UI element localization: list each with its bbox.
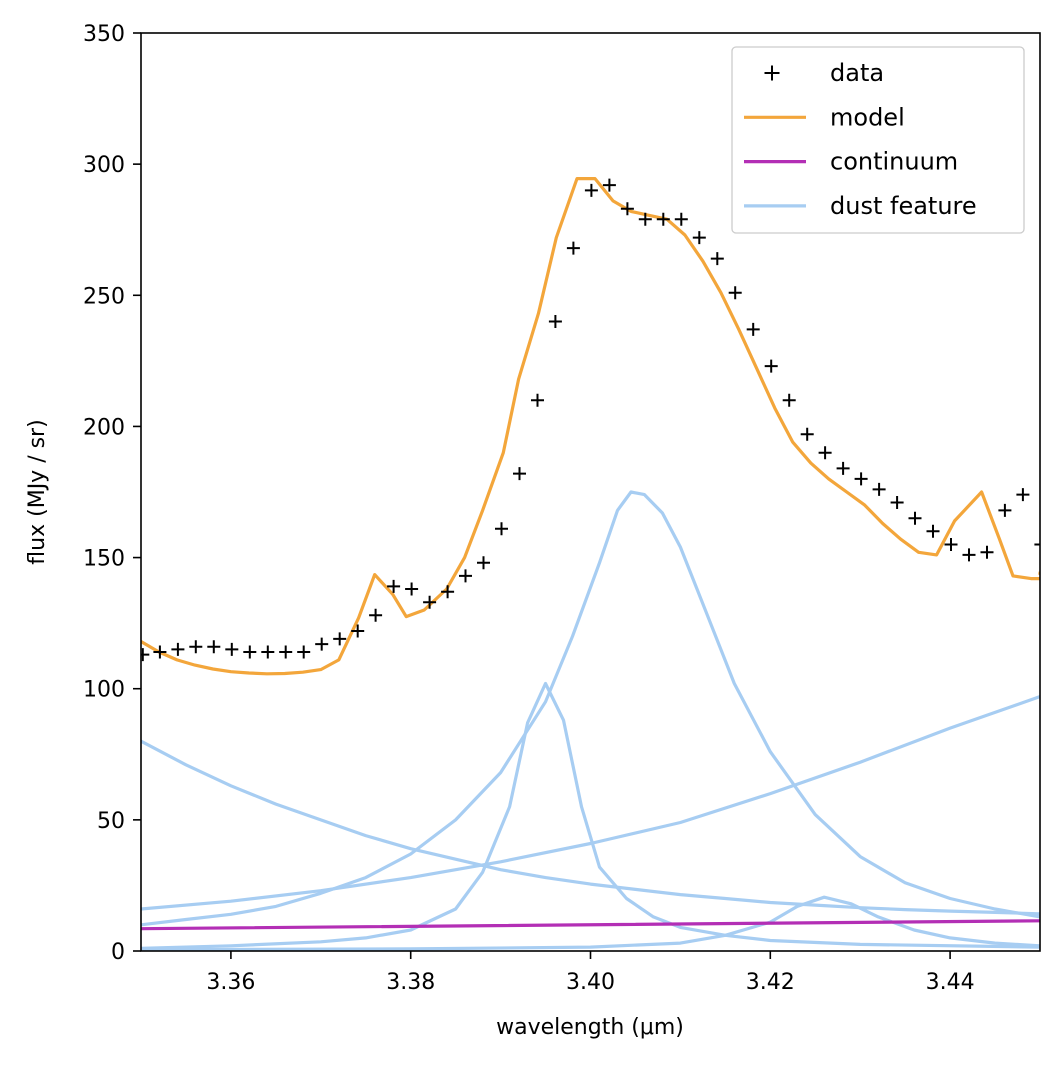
data-point <box>351 624 365 638</box>
data-point <box>531 393 544 407</box>
y-axis-label: flux (MJy / sr) <box>25 419 50 564</box>
data-point <box>800 427 814 441</box>
y-tick-label: 200 <box>83 415 125 440</box>
data-point <box>513 467 526 481</box>
y-tick-label: 50 <box>97 809 125 834</box>
data-point <box>405 582 419 596</box>
legend-label: model <box>830 103 905 131</box>
data-point <box>1016 488 1030 502</box>
data-point <box>1034 538 1040 551</box>
series-line-5 <box>141 490 1040 927</box>
data-point <box>980 545 994 559</box>
data-point <box>207 640 221 654</box>
x-tick-label: 3.36 <box>206 970 255 995</box>
data-point <box>638 212 652 226</box>
series-line-4 <box>141 694 1040 911</box>
data-point <box>962 548 976 562</box>
series-line-6 <box>141 681 1040 951</box>
legend-items: data model continuum dust feature <box>744 59 977 220</box>
data-point <box>998 503 1012 517</box>
series-layer <box>141 177 1040 951</box>
data-point <box>141 648 150 662</box>
data-point <box>746 322 760 336</box>
series-line-1 <box>141 177 1040 676</box>
legend-frame <box>731 46 1025 234</box>
legend-marker-data <box>764 65 780 81</box>
y-tick-label: 100 <box>83 678 125 703</box>
data-point <box>369 608 383 622</box>
data-point <box>908 511 922 525</box>
data-point <box>926 524 940 538</box>
x-tick-label: 3.44 <box>926 970 975 995</box>
data-point <box>315 637 329 651</box>
data-point <box>495 522 508 536</box>
data-point <box>566 241 580 255</box>
data-point <box>477 556 490 570</box>
y-tick-label: 150 <box>83 547 125 572</box>
x-tick-label: 3.40 <box>566 970 615 995</box>
data-point <box>854 472 868 486</box>
legend-label: continuum <box>830 148 958 176</box>
legend: data model continuum dust feature <box>731 46 1025 234</box>
data-point <box>674 212 688 226</box>
data-point <box>584 183 598 197</box>
ticks-layer: 3.36 3.38 3.40 3.42 3.44 0 50 100 150 200 250 300 35… <box>83 22 975 995</box>
x-axis-label: wavelength (μm) <box>496 1015 684 1040</box>
data-point <box>602 178 616 192</box>
data-point <box>459 569 472 583</box>
data-point <box>189 640 203 654</box>
data-point <box>728 286 742 300</box>
data-point <box>441 585 455 599</box>
data-point <box>279 645 293 659</box>
series-line-2 <box>141 919 1040 931</box>
data-point <box>890 496 904 509</box>
data-point <box>764 359 778 373</box>
data-point <box>423 595 437 609</box>
y-tick-label: 0 <box>111 940 125 965</box>
data-point <box>297 645 311 659</box>
series-line-3 <box>141 739 1040 916</box>
data-point <box>548 315 562 328</box>
data-point <box>710 252 724 266</box>
y-tick-label: 300 <box>83 153 125 178</box>
x-tick-label: 3.38 <box>386 970 435 995</box>
data-point <box>225 642 239 656</box>
series-line-7 <box>141 895 1040 951</box>
data-point <box>692 231 706 245</box>
data-point <box>782 393 796 407</box>
data-point <box>620 202 634 216</box>
legend-label: dust feature <box>830 192 977 220</box>
legend-label: data <box>830 59 884 87</box>
x-tick-label: 3.42 <box>746 970 795 995</box>
y-tick-label: 350 <box>83 22 125 47</box>
data-point <box>171 642 185 656</box>
data-point <box>153 645 167 659</box>
data-point <box>656 212 670 226</box>
data-point <box>836 461 850 475</box>
data-point <box>387 579 401 593</box>
data-point <box>872 482 886 496</box>
data-point <box>243 645 257 659</box>
data-point <box>818 446 832 460</box>
data-point <box>261 645 275 659</box>
data-point <box>944 538 958 551</box>
y-tick-label: 250 <box>83 284 125 309</box>
data-point <box>333 632 347 646</box>
